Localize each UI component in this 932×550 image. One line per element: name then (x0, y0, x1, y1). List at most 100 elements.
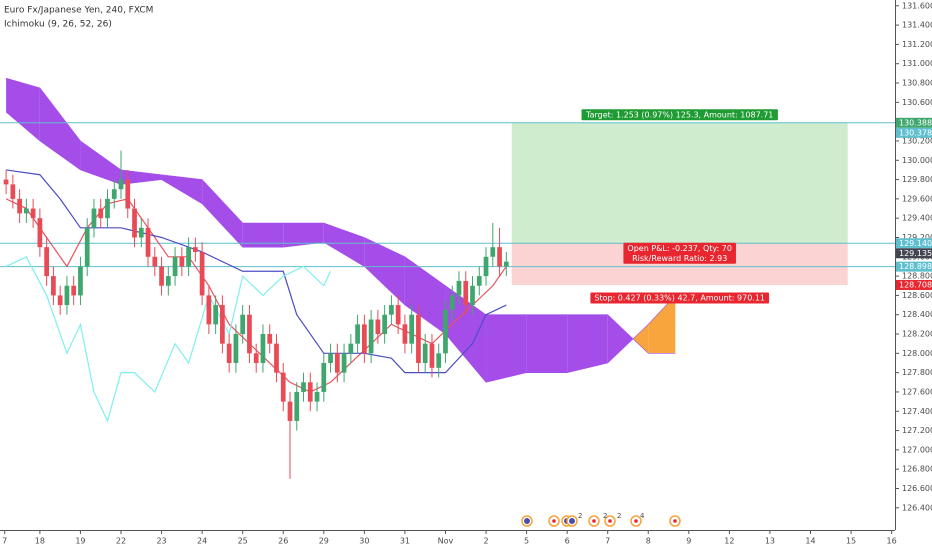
price-label: 129.140 (899, 239, 932, 248)
y-tick-label: 131.600 (902, 1, 932, 10)
cloud-fill (445, 285, 487, 383)
y-tick-label: 131.400 (902, 21, 932, 30)
candle-body (368, 319, 374, 354)
x-tick-label: 24 (197, 537, 207, 546)
price-label-box (896, 127, 932, 138)
indicator-line (5, 256, 332, 423)
price-label: 128.708 (899, 280, 932, 289)
candle-body (240, 314, 246, 335)
candle-body (91, 208, 97, 228)
label-box (623, 242, 736, 264)
y-tick-label: 128.000 (902, 349, 932, 358)
candle-body (233, 334, 239, 363)
candle-body (84, 227, 90, 267)
candle-body (17, 198, 22, 214)
cloud-fill (283, 223, 324, 248)
cloud-fill (526, 314, 568, 373)
candle-body (348, 343, 354, 354)
cloud-fill (364, 237, 405, 306)
x-tick-label: 19 (75, 537, 85, 546)
label-text: Target: 1.253 (0.97%) 125.3, Amount: 108… (585, 110, 773, 119)
x-tick-label: 14 (805, 537, 815, 546)
candle-body (247, 314, 252, 354)
candle-body (334, 353, 340, 373)
position-label: Stop: 0.427 (0.33%) 42.7, Amount: 970.11 (590, 292, 770, 304)
candle-body (30, 208, 36, 219)
candle-body (274, 343, 279, 373)
candle-body (145, 227, 151, 257)
y-tick-label: 131.000 (902, 59, 932, 68)
label-text: Risk/Reward Ratio: 2.93 (632, 254, 727, 263)
candle-body (382, 314, 387, 335)
y-tick-label: 129.400 (902, 214, 932, 223)
candle-body (280, 372, 286, 402)
candle-body (416, 314, 421, 363)
cloud-fill (39, 87, 81, 170)
x-tick-label: 30 (359, 537, 369, 546)
cloud-fill (202, 179, 243, 248)
label-text: Open P&L: -0.237, Qty: 70 (627, 244, 732, 253)
candle-body (44, 247, 50, 277)
candle-body (37, 218, 43, 248)
candle-body (98, 208, 104, 219)
y-tick-label: 127.200 (902, 426, 932, 435)
candle-body (51, 276, 56, 296)
y-tick-label: 127.800 (902, 368, 932, 377)
event-icon-dot (673, 519, 677, 523)
y-tick-label: 129.600 (902, 194, 932, 203)
x-tick-label: 23 (156, 537, 166, 546)
candle-body (3, 179, 9, 185)
x-tick-label: 6 (565, 537, 570, 546)
candle-body (456, 280, 462, 296)
y-tick-label: 126.800 (902, 465, 932, 474)
x-tick-label: 31 (400, 537, 410, 546)
y-tick-label: 130.000 (902, 156, 932, 165)
cloud-fill (404, 256, 446, 335)
y-tick-label: 129.800 (902, 175, 932, 184)
candle-body (23, 208, 29, 214)
y-tick-label: 127.000 (902, 445, 932, 454)
y-tick-label: 127.400 (902, 407, 932, 416)
indicator-label: Ichimoku (9, 26, 52, 26) (4, 20, 112, 30)
chart-title: Euro Fx/Japanese Yen, 240, FXCM (4, 6, 153, 16)
target-zone (511, 122, 848, 244)
event-icons: 2 2 2 4 (521, 512, 681, 527)
cloud-span (6, 77, 676, 354)
candle-body (152, 256, 158, 267)
x-tick-label: 22 (116, 537, 126, 546)
y-tick-label: 126.400 (902, 503, 932, 512)
candle-body (470, 285, 475, 306)
candle-body (118, 179, 124, 190)
candle-body (301, 382, 306, 392)
price-label: 128.898 (899, 262, 932, 271)
candle-body (355, 324, 360, 344)
cloud-fill (80, 140, 122, 185)
candle-body (132, 208, 137, 238)
x-tick-label: 13 (765, 537, 775, 546)
candle-body (490, 247, 496, 257)
price-label-box (896, 261, 932, 272)
event-badge: 4 (640, 512, 645, 520)
candle-body (206, 295, 212, 325)
event-icon-dot (608, 519, 612, 523)
y-tick-label: 128.400 (902, 310, 932, 319)
candle-body (314, 391, 320, 402)
label-text: Stop: 0.427 (0.33%) 42.7, Amount: 970.11 (594, 293, 765, 302)
cloud-fill (648, 295, 676, 354)
cloud-fill (607, 314, 634, 363)
candle-body (71, 285, 77, 296)
candle-body (213, 305, 219, 325)
x-tick-label: 8 (646, 537, 651, 546)
candle-body (361, 324, 367, 354)
y-tick-label: 126.600 (902, 484, 932, 493)
candle-body (389, 305, 394, 315)
candle-body (294, 391, 300, 421)
candle-body (186, 247, 191, 267)
candle-body (307, 382, 313, 402)
y-tick-label: 130.200 (902, 136, 932, 145)
candle-body (138, 227, 144, 238)
y-tick-label: 128.800 (902, 272, 932, 281)
cloud-fill (6, 78, 40, 141)
event-badge: 2 (617, 512, 621, 520)
